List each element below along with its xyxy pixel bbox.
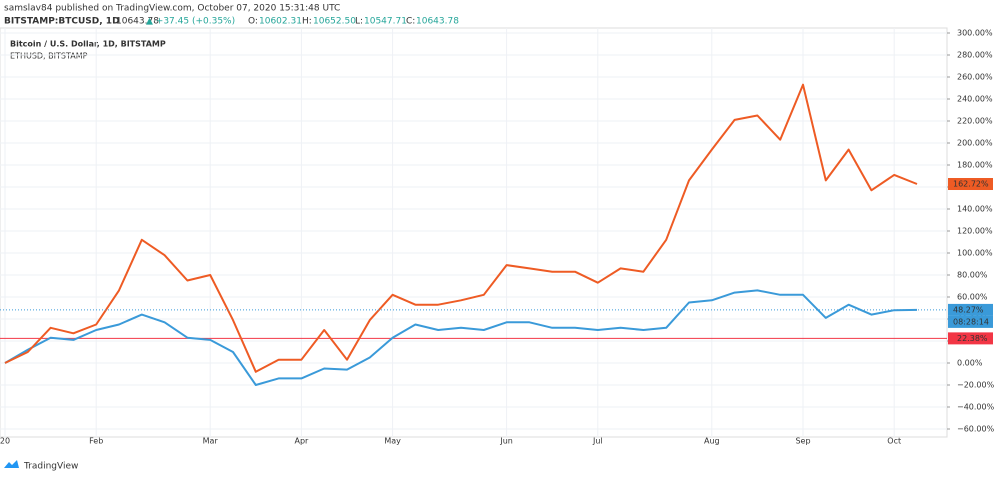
l-label: L: bbox=[355, 17, 363, 27]
hline-tag-label: 22.38% bbox=[957, 334, 988, 343]
countdown: 08:28:14 bbox=[953, 317, 989, 326]
y-tick-label: 120.00% bbox=[957, 227, 993, 236]
y-tick-label: 220.00% bbox=[957, 117, 993, 126]
author-line: samslav84 published on TradingView.com, … bbox=[4, 4, 340, 14]
y-tick-label: 100.00% bbox=[957, 249, 993, 258]
y-tick-label: 280.00% bbox=[957, 51, 993, 60]
high: 10652.50 bbox=[313, 17, 356, 27]
series-line bbox=[4, 289, 918, 386]
x-tick-label: 20 bbox=[0, 437, 10, 446]
x-tick-label: Feb bbox=[89, 437, 103, 446]
y-tick-label: 260.00% bbox=[957, 73, 993, 82]
y-tick-label: −60.00% bbox=[957, 425, 995, 434]
legend-entry: ETHUSD, BITSTAMP bbox=[10, 52, 88, 61]
low: 10547.71 bbox=[364, 17, 407, 27]
x-tick-label: Jun bbox=[499, 437, 513, 446]
o-label: O: bbox=[248, 17, 258, 27]
y-tick-label: 60.00% bbox=[957, 293, 988, 302]
y-tick-label: 180.00% bbox=[957, 161, 993, 170]
x-tick-label: Oct bbox=[887, 437, 901, 446]
hline-tag bbox=[948, 332, 993, 345]
price-tag bbox=[948, 178, 993, 191]
series-line bbox=[4, 83, 918, 373]
x-tick-label: Mar bbox=[203, 437, 219, 446]
brand-logo bbox=[4, 460, 19, 468]
price-tag-label: 162.72% bbox=[953, 180, 989, 189]
x-tick-label: Jul bbox=[592, 437, 603, 446]
close: 10643.78 bbox=[416, 17, 459, 27]
y-tick-label: 200.00% bbox=[957, 139, 993, 148]
y-tick-label: 240.00% bbox=[957, 95, 993, 104]
symbol: BITSTAMP:BTCUSD, 1D bbox=[4, 17, 120, 27]
x-tick-label: May bbox=[384, 437, 401, 446]
y-tick-label: 0.00% bbox=[957, 359, 983, 368]
plot-frame bbox=[0, 27, 948, 438]
y-tick-label: −40.00% bbox=[957, 403, 995, 412]
y-tick-label: −20.00% bbox=[957, 381, 995, 390]
h-label: H: bbox=[302, 17, 312, 27]
last-price: 10643.78 bbox=[116, 17, 159, 27]
y-tick-label: 300.00% bbox=[957, 29, 993, 38]
legend-entry: Bitcoin / U.S. Dollar, 1D, BITSTAMP bbox=[10, 40, 166, 49]
x-tick-label: Aug bbox=[704, 437, 720, 446]
c-label: C: bbox=[406, 17, 415, 27]
x-tick-label: Sep bbox=[795, 437, 810, 446]
change: ▲ +37.45 (+0.35%) bbox=[146, 17, 235, 27]
price-tag-label: 48.27% bbox=[953, 305, 984, 314]
y-tick-label: 140.00% bbox=[957, 205, 993, 214]
open: 10602.31 bbox=[259, 17, 302, 27]
y-tick-label: 80.00% bbox=[957, 271, 988, 280]
price-tag bbox=[948, 303, 993, 316]
brand: TradingView bbox=[23, 462, 78, 472]
x-tick-label: Apr bbox=[294, 437, 309, 446]
countdown-tag bbox=[948, 315, 993, 328]
